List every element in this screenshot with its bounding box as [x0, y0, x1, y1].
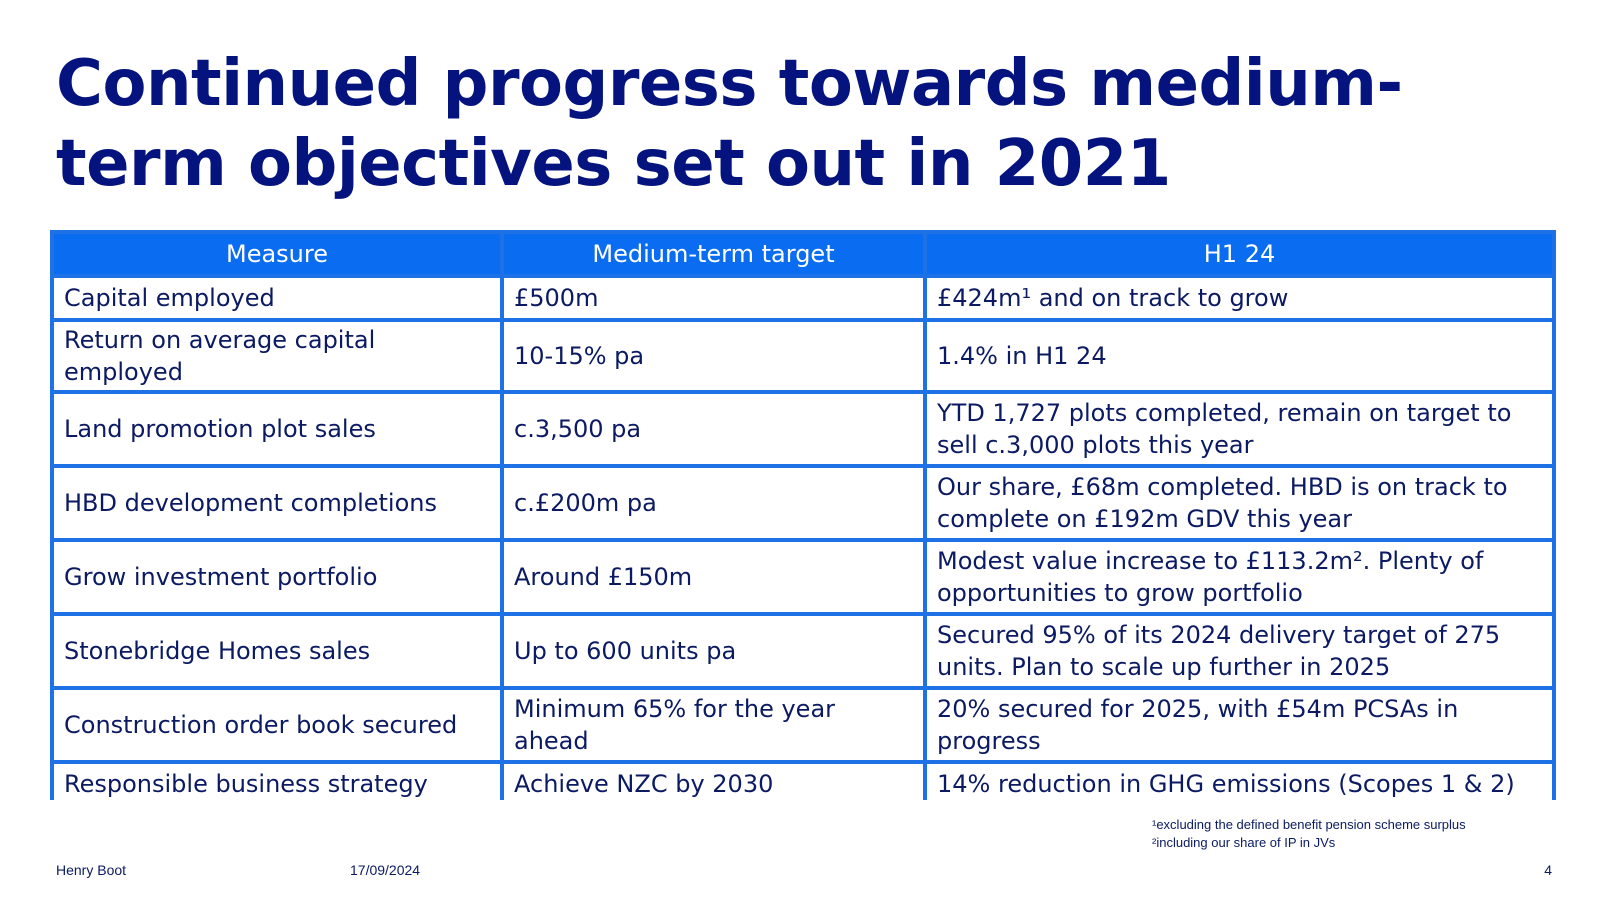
table-row: Capital employed £500m £424m¹ and on tra…: [54, 278, 1552, 318]
h1-24-cell: 20% secured for 2025, with £54m PCSAs in…: [927, 690, 1552, 760]
h1-24-cell: £424m¹ and on track to grow: [927, 278, 1552, 318]
target-cell: £500m: [504, 278, 923, 318]
table-row: HBD development completions c.£200m pa O…: [54, 468, 1552, 538]
measure-cell: Capital employed: [54, 278, 500, 318]
h1-24-cell: 1.4% in H1 24: [927, 322, 1552, 390]
slide-title: Continued progress towards medium-term o…: [56, 47, 1403, 201]
footer-company: Henry Boot: [56, 862, 127, 878]
target-cell: Achieve NZC by 2030: [504, 764, 923, 804]
target-cell: 10-15% pa: [504, 322, 923, 390]
table-row: Construction order book secured Minimum …: [54, 690, 1552, 760]
footnote-2: ²including our share of IP in JVs: [1152, 835, 1336, 850]
h1-24-cell: Our share, £68m completed. HBD is on tra…: [927, 468, 1552, 538]
objectives-table: Measure Medium-term target H1 24 Capital…: [50, 230, 1556, 808]
target-cell: Around £150m: [504, 542, 923, 612]
measure-cell: Return on average capital employed: [54, 322, 500, 390]
h1-24-cell: Secured 95% of its 2024 delivery target …: [927, 616, 1552, 686]
table-row: Land promotion plot sales c.3,500 pa YTD…: [54, 394, 1552, 464]
header-h1-24: H1 24: [927, 234, 1552, 274]
header-measure: Measure: [54, 234, 500, 274]
target-cell: c.£200m pa: [504, 468, 923, 538]
page-number: 4: [1544, 862, 1552, 878]
table-row: Stonebridge Homes sales Up to 600 units …: [54, 616, 1552, 686]
target-cell: Minimum 65% for the year ahead: [504, 690, 923, 760]
table-row: Grow investment portfolio Around £150m M…: [54, 542, 1552, 612]
table-header-row: Measure Medium-term target H1 24: [54, 234, 1552, 274]
h1-24-cell: YTD 1,727 plots completed, remain on tar…: [927, 394, 1552, 464]
footer-date: 17/09/2024: [350, 862, 421, 878]
measure-cell: Stonebridge Homes sales: [54, 616, 500, 686]
measure-cell: Land promotion plot sales: [54, 394, 500, 464]
h1-24-cell: Modest value increase to £113.2m². Plent…: [927, 542, 1552, 612]
measure-cell: HBD development completions: [54, 468, 500, 538]
measure-cell: Construction order book secured: [54, 690, 500, 760]
target-cell: Up to 600 units pa: [504, 616, 923, 686]
table-row: Return on average capital employed 10-15…: [54, 322, 1552, 390]
measure-cell: Grow investment portfolio: [54, 542, 500, 612]
footnote-1: ¹excluding the defined benefit pension s…: [1152, 817, 1466, 832]
target-cell: c.3,500 pa: [504, 394, 923, 464]
footnotes: ¹excluding the defined benefit pension s…: [1152, 816, 1466, 852]
table-row: Responsible business strategy Achieve NZ…: [54, 764, 1552, 804]
header-medium-term-target: Medium-term target: [504, 234, 923, 274]
objectives-table-frame: Measure Medium-term target H1 24 Capital…: [50, 230, 1556, 804]
h1-24-cell: 14% reduction in GHG emissions (Scopes 1…: [927, 764, 1552, 804]
measure-cell: Responsible business strategy: [54, 764, 500, 804]
